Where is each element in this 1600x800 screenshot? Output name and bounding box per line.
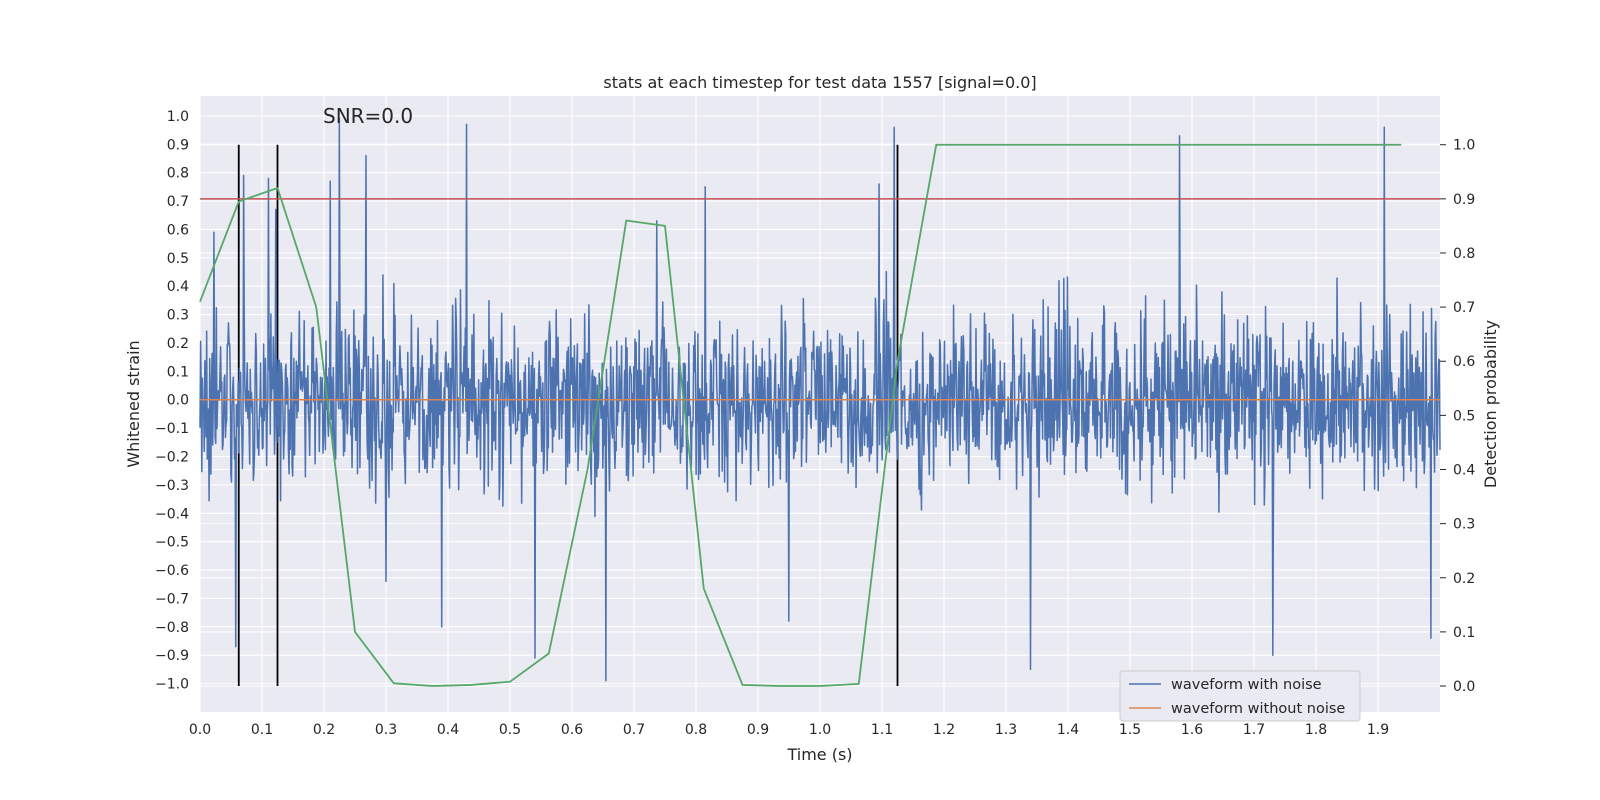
- x-tick-label: 1.6: [1181, 722, 1203, 738]
- y2-tick-label: 0.8: [1453, 246, 1475, 262]
- legend-label-noise: waveform with noise: [1171, 677, 1322, 693]
- x-tick-label: 0.3: [375, 722, 397, 738]
- y-tick-label: 0.2: [167, 336, 189, 352]
- y2-tick-label: 1.0: [1453, 138, 1475, 154]
- y-tick-label: −0.9: [155, 648, 189, 664]
- y2-axis-label: Detection probability: [1481, 320, 1500, 488]
- x-tick-label: 1.7: [1243, 722, 1265, 738]
- y-tick-label: 0.1: [167, 364, 189, 380]
- y-tick-label: 0.0: [167, 393, 189, 409]
- x-tick-label: 1.9: [1367, 722, 1389, 738]
- y-tick-label: −0.7: [155, 591, 189, 607]
- y-axis-ticks: 1.0 0.9 0.8 0.7 0.6 0.5 0.4 0.3 0.2 0.1 0.0 −0.1 −0.…: [155, 109, 189, 693]
- snr-annotation: SNR=0.0: [323, 104, 413, 128]
- y-tick-label: 1.0: [167, 109, 189, 125]
- y-tick-label: −1.0: [155, 677, 189, 693]
- legend-box: [1119, 670, 1361, 722]
- x-tick-label: 0.7: [623, 722, 645, 738]
- x-tick-label: 1.3: [995, 722, 1017, 738]
- x-tick-label: 1.1: [871, 722, 893, 738]
- detection-probability-line: [199, 143, 1402, 687]
- y2-tick-label: 0.6: [1453, 354, 1475, 370]
- x-tick-label: 1.8: [1305, 722, 1327, 738]
- x-tick-label: 0.2: [313, 722, 335, 738]
- legend-label-clean: waveform without noise: [1171, 701, 1345, 717]
- y-tick-label: 0.7: [167, 194, 189, 210]
- y-tick-label: −0.5: [155, 535, 189, 551]
- y2-tick-label: 0.1: [1453, 625, 1475, 641]
- x-axis-ticks: 0.0 0.1 0.2 0.3 0.4 0.5 0.6 0.7 0.8 0.9 1.0 1.1 1.2 1…: [189, 722, 1389, 738]
- y2-tick-label: 0.0: [1453, 679, 1475, 695]
- noisy-waveform-line: [199, 117, 1441, 682]
- y-tick-label: −0.3: [155, 478, 189, 494]
- chart-title: stats at each timestep for test data 155…: [603, 73, 1036, 92]
- x-tick-label: 0.0: [189, 722, 211, 738]
- x-tick-label: 0.1: [251, 722, 273, 738]
- x-axis-label: Time (s): [786, 745, 852, 764]
- y2-tick-label: 0.3: [1453, 517, 1475, 533]
- y-tick-label: 0.3: [167, 308, 189, 324]
- y-tick-label: 0.4: [167, 279, 189, 295]
- y2-axis-ticks: 1.0 0.9 0.8 0.7 0.6 0.5 0.4 0.3 0.2 0.1 0.0: [1440, 138, 1475, 695]
- x-tick-label: 0.6: [561, 722, 583, 738]
- y-tick-label: −0.8: [155, 620, 189, 636]
- x-tick-label: 1.5: [1119, 722, 1141, 738]
- x-tick-label: 1.0: [809, 722, 831, 738]
- y-axis-label: Whitened strain: [124, 340, 143, 467]
- y-tick-label: −0.6: [155, 563, 189, 579]
- y-tick-label: 0.8: [167, 166, 189, 182]
- x-tick-label: 0.9: [747, 722, 769, 738]
- y2-tick-label: 0.4: [1453, 462, 1475, 478]
- x-tick-label: 0.8: [685, 722, 707, 738]
- x-tick-label: 1.2: [933, 722, 955, 738]
- x-tick-label: 0.4: [437, 722, 459, 738]
- series-layer: [199, 117, 1441, 687]
- x-tick-label: 0.5: [499, 722, 521, 738]
- y2-tick-label: 0.2: [1453, 571, 1475, 587]
- y-tick-label: −0.4: [155, 506, 189, 522]
- y2-tick-label: 0.5: [1453, 408, 1475, 424]
- y-tick-label: 0.5: [167, 251, 189, 267]
- legend: waveform with noise waveform without noi…: [1119, 670, 1361, 722]
- y-tick-label: −0.2: [155, 450, 189, 466]
- y-tick-label: −0.1: [155, 421, 189, 437]
- x-tick-label: 1.4: [1057, 722, 1079, 738]
- y-tick-label: 0.9: [167, 137, 189, 153]
- y2-tick-label: 0.9: [1453, 192, 1475, 208]
- y2-tick-label: 0.7: [1453, 300, 1475, 316]
- y-tick-label: 0.6: [167, 222, 189, 238]
